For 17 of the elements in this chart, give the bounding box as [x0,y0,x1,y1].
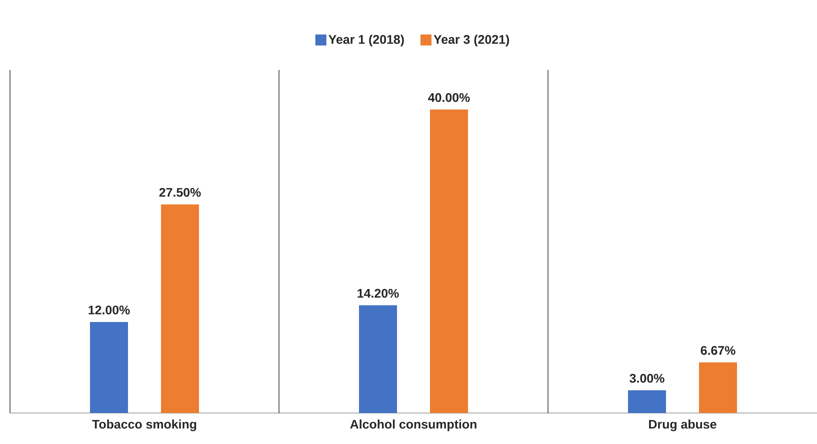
bar [359,305,398,413]
bar [430,109,468,413]
data-label: 14.20% [358,288,399,298]
x-tick-label: Tobacco smoking [92,420,196,432]
bar [161,204,199,413]
x-tick-label: Drug abuse [649,420,716,432]
data-label: 27.50% [159,188,201,197]
legend-label: Year 3 (2021) [434,34,510,46]
x-tick-label: Alcohol consumption [350,420,476,432]
data-label: 12.00% [88,306,130,314]
bar [628,390,666,413]
data-label: 3.00% [630,374,664,383]
bar [699,362,738,413]
data-label: 6.67% [700,346,736,355]
data-label: 40.00% [428,93,470,102]
bar [90,322,128,413]
legend-label: Year 1 (2018) [328,34,404,46]
